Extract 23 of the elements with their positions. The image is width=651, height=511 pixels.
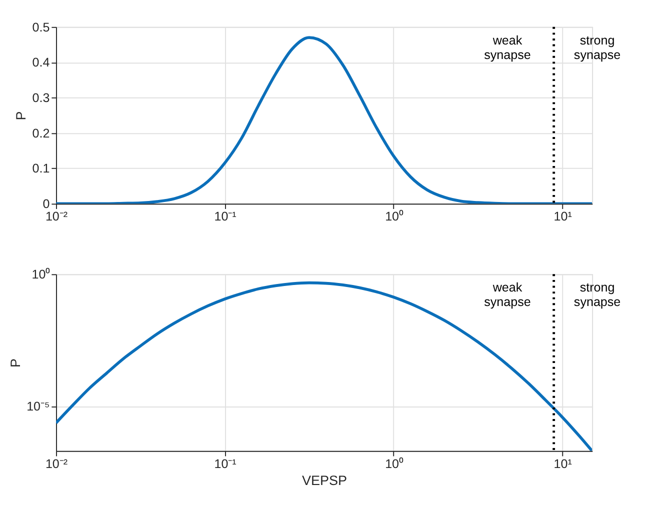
x-tick-label: 10⁰ xyxy=(385,210,404,224)
x-tick-label: 10¹ xyxy=(554,456,572,471)
x-tick-label: 10⁻² xyxy=(45,210,68,224)
y-tick-label: 0.5 xyxy=(32,20,50,34)
x-tick-label: 10⁻¹ xyxy=(214,210,236,224)
y-tick-label: 10⁰ xyxy=(32,268,51,282)
y-axis-title: P xyxy=(14,111,29,120)
y-tick-label: 0.1 xyxy=(32,162,50,176)
y-tick-label: 0.3 xyxy=(32,90,50,105)
annotation: strong synapse xyxy=(574,280,621,310)
y-tick-label: 10⁻⁵ xyxy=(26,399,50,414)
x-tick-label: 10⁻¹ xyxy=(214,456,236,471)
annotation: weak synapse xyxy=(484,280,531,310)
annotation: strong synapse xyxy=(574,33,621,62)
y-tick-label: 0.2 xyxy=(32,126,50,140)
y-tick-label: 0.4 xyxy=(32,56,50,70)
x-tick-label: 10¹ xyxy=(554,210,572,224)
y-tick-label: 0 xyxy=(42,197,50,212)
x-tick-label: 10⁰ xyxy=(385,456,404,471)
x-axis-title: VEPSP xyxy=(302,473,348,488)
x-tick-label: 10⁻² xyxy=(45,456,68,471)
annotation: weak synapse xyxy=(484,33,531,62)
y-axis-title: P xyxy=(8,358,23,368)
